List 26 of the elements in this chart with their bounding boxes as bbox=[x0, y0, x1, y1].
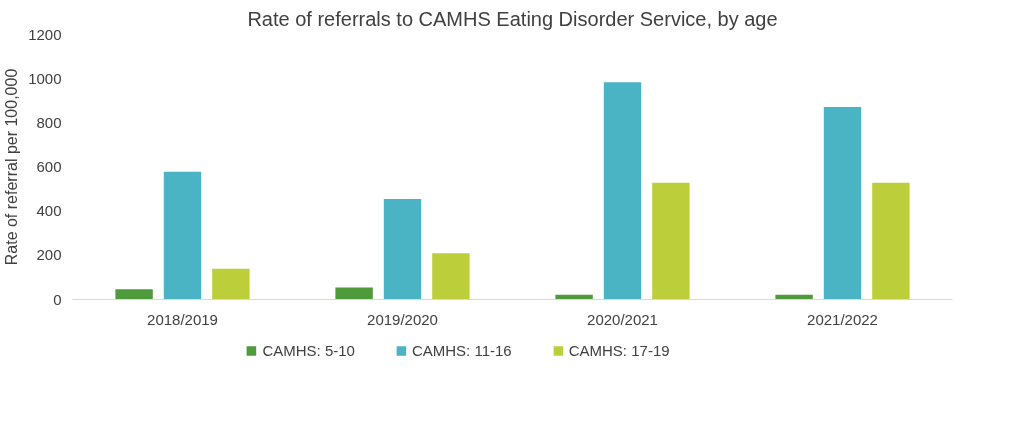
bar bbox=[163, 171, 202, 300]
x-tick-label: 2021/2022 bbox=[807, 310, 878, 328]
bar bbox=[212, 268, 250, 300]
y-tick-label: 1200 bbox=[28, 25, 62, 43]
bar bbox=[823, 106, 862, 300]
y-tick-label: 0 bbox=[53, 290, 62, 308]
x-tick-label: 2018/2019 bbox=[147, 310, 218, 328]
y-tick-label: 200 bbox=[36, 246, 62, 264]
x-tick-label: 2020/2021 bbox=[587, 310, 658, 328]
chart-title: Rate of referrals to CAMHS Eating Disorder Service, by age bbox=[247, 7, 778, 30]
bar bbox=[432, 253, 470, 300]
x-tick-label: 2019/2020 bbox=[367, 310, 438, 328]
y-axis-title: Rate of referral per 100,000 bbox=[3, 68, 21, 266]
legend-label: CAMHS: 5-10 bbox=[262, 341, 355, 359]
y-tick-label: 600 bbox=[36, 158, 62, 175]
y-tick-label: 1000 bbox=[28, 69, 62, 87]
y-tick-label: 400 bbox=[36, 202, 62, 220]
bar bbox=[335, 287, 373, 300]
bar bbox=[115, 289, 153, 300]
bar bbox=[603, 82, 642, 300]
bar bbox=[872, 182, 910, 300]
legend-label: CAMHS: 11-16 bbox=[411, 341, 512, 359]
bar bbox=[383, 199, 422, 300]
legend-label: CAMHS: 17-19 bbox=[568, 341, 670, 359]
y-tick-label: 800 bbox=[36, 113, 62, 131]
bar bbox=[652, 182, 690, 300]
